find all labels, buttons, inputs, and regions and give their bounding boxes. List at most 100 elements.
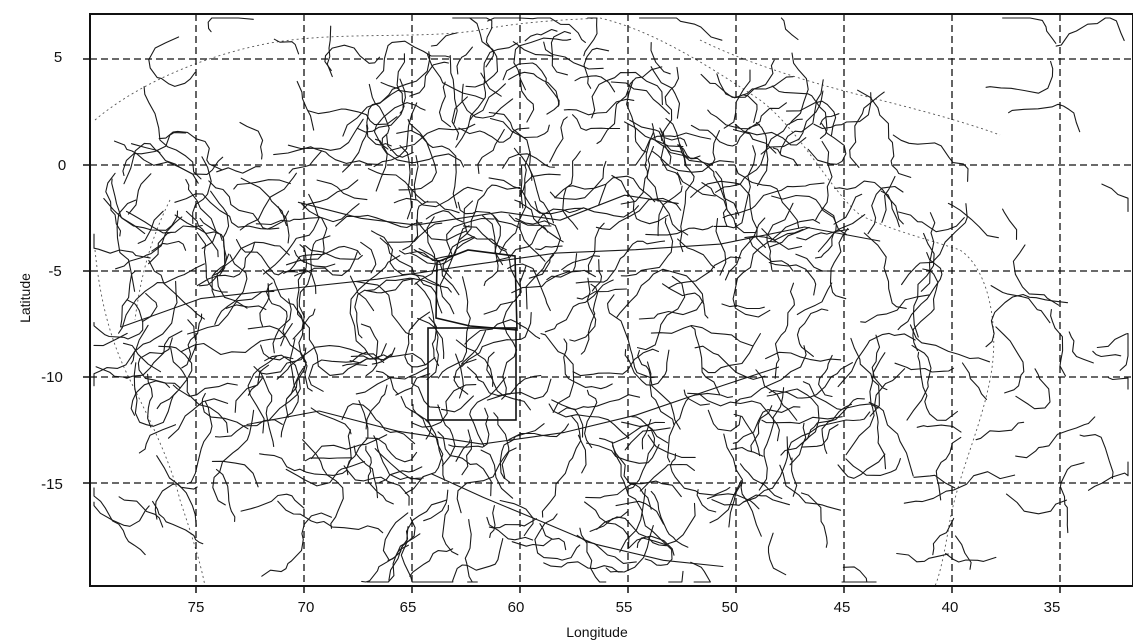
river-segment xyxy=(730,446,764,457)
river-segment xyxy=(430,32,458,47)
river-segment xyxy=(302,439,344,529)
river-segment xyxy=(492,214,546,262)
river-segment xyxy=(272,298,292,354)
river-segment xyxy=(247,364,270,396)
river-segment xyxy=(437,431,492,497)
y-tick-label: -5 xyxy=(48,263,61,280)
river-segment xyxy=(233,179,291,190)
river-segment xyxy=(130,380,171,416)
river-segment xyxy=(771,85,828,139)
river-segment xyxy=(156,345,193,410)
river-segment xyxy=(304,457,353,462)
river-segment xyxy=(897,252,943,331)
river-segment xyxy=(711,130,720,165)
river-segment xyxy=(412,383,441,409)
river-segment xyxy=(353,445,379,499)
river-segment xyxy=(276,345,385,380)
river-segment xyxy=(985,293,1069,348)
river-segment xyxy=(240,177,288,227)
river-segment xyxy=(409,548,454,577)
river-segment xyxy=(354,277,415,339)
river-segment xyxy=(308,351,367,392)
river-segment xyxy=(441,504,459,556)
river-segment xyxy=(715,218,727,276)
river-segment xyxy=(116,199,137,292)
river-segment xyxy=(105,172,122,237)
river-segment xyxy=(1087,461,1129,491)
x-tick-label: 35 xyxy=(1044,599,1061,616)
river-segment xyxy=(732,406,801,444)
river-segment xyxy=(647,434,696,458)
river-segment xyxy=(677,144,735,165)
river-segment xyxy=(728,481,744,528)
river-segment xyxy=(462,225,507,251)
river-segment xyxy=(575,240,666,284)
river-segment xyxy=(287,118,364,151)
river-segment xyxy=(508,423,570,441)
river-segment xyxy=(483,42,518,97)
river-segment xyxy=(379,466,423,483)
river-segment xyxy=(539,523,567,551)
river-segment xyxy=(576,534,637,564)
river-segment xyxy=(837,332,916,388)
river-segment xyxy=(342,51,431,137)
river-segment xyxy=(511,539,552,547)
river-segment xyxy=(758,387,785,491)
river-segment xyxy=(355,367,428,395)
river-segment xyxy=(118,496,164,528)
river-segment xyxy=(916,424,962,433)
river-segment xyxy=(361,533,421,583)
river-segment xyxy=(975,421,1025,441)
river-segment xyxy=(1002,208,1018,240)
river-segment xyxy=(605,525,654,573)
river-segment xyxy=(288,150,323,174)
river-segment xyxy=(365,277,452,293)
river-segment xyxy=(396,129,458,209)
river-segment xyxy=(426,54,485,100)
river-segment xyxy=(499,423,545,480)
river-segment xyxy=(615,500,665,525)
river-segment xyxy=(780,17,799,41)
river-segment xyxy=(455,339,531,411)
river-segment xyxy=(519,77,535,123)
river-segment xyxy=(216,166,261,174)
river-segment xyxy=(448,407,490,448)
river-segment xyxy=(483,264,527,315)
river-segment xyxy=(802,381,879,411)
river-segment xyxy=(185,210,219,258)
river-segment xyxy=(917,351,958,421)
grid-lines xyxy=(90,14,1133,586)
river-segment xyxy=(903,471,1016,504)
river-segment xyxy=(638,300,703,320)
river-segment xyxy=(620,217,674,277)
river-segment xyxy=(409,61,449,97)
river-segment xyxy=(373,435,422,481)
river-segment xyxy=(285,203,328,266)
river-segment xyxy=(371,347,396,365)
river-segment xyxy=(488,177,584,215)
river-segment xyxy=(796,308,829,357)
river-segment xyxy=(1101,183,1129,213)
river-segment xyxy=(93,487,146,556)
river-segment xyxy=(439,236,476,315)
river-segment xyxy=(860,294,930,323)
river-segment xyxy=(198,242,255,287)
river-segment xyxy=(415,282,440,367)
river-segment xyxy=(897,211,965,233)
y-tick-labels: 5 0 -5 -10 -15 xyxy=(41,49,66,493)
river-segment xyxy=(365,384,388,430)
river-segment xyxy=(469,83,506,121)
river-segment xyxy=(167,398,229,439)
river-segment xyxy=(548,403,630,439)
river-segment xyxy=(1050,309,1067,377)
coastline xyxy=(599,17,995,587)
river-segment xyxy=(399,145,413,220)
river-segment xyxy=(579,527,607,583)
river-segment xyxy=(417,317,445,360)
river-segment xyxy=(739,463,783,500)
river-segment xyxy=(455,72,487,148)
river-segment xyxy=(461,312,532,368)
river-segment xyxy=(1005,493,1068,515)
river-segment xyxy=(488,111,533,181)
